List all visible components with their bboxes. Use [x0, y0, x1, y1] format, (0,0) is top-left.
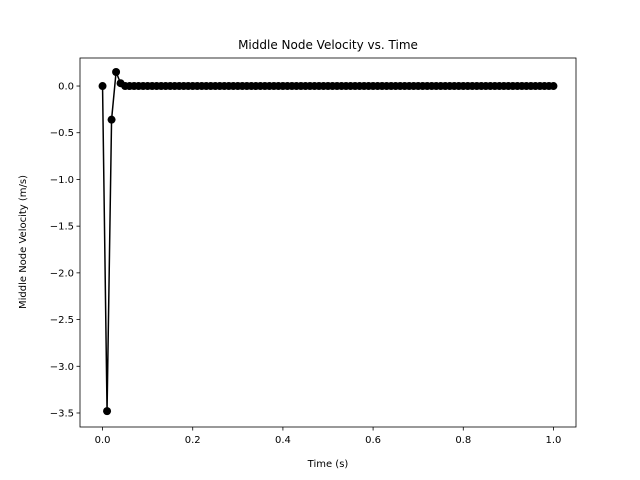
y-tick-label: −1.0 — [50, 175, 74, 186]
y-tick-label: −3.0 — [50, 362, 74, 373]
y-tick-label: −0.5 — [50, 128, 74, 139]
x-tick-label: 0.4 — [275, 435, 291, 446]
x-tick-label: 0.6 — [365, 435, 381, 446]
data-point — [98, 82, 107, 91]
y-tick-label: −1.5 — [50, 222, 74, 233]
y-tick-label: 0.0 — [58, 82, 74, 93]
plot-frame — [79, 57, 577, 428]
x-tick-label: 0.8 — [455, 435, 471, 446]
x-tick-label: 1.0 — [546, 435, 562, 446]
y-tick-label: −2.5 — [50, 315, 74, 326]
y-axis-label: Middle Node Velocity (m/s) — [18, 175, 29, 309]
x-axis: 0.0 0.2 0.4 0.6 0.8 1.0 — [95, 427, 562, 446]
y-tick-label: −3.5 — [50, 408, 74, 419]
y-axis: 0.0 −0.5 −1.0 −1.5 −2.0 −2.5 −3.0 −3.5 — [50, 82, 80, 419]
data-point — [112, 68, 121, 77]
x-tick-label: 0.2 — [185, 435, 201, 446]
series-layer — [98, 68, 558, 416]
x-axis-label: Time (s) — [307, 459, 349, 470]
x-tick-label: 0.0 — [95, 435, 111, 446]
y-tick-label: −2.0 — [50, 268, 74, 279]
data-point — [549, 82, 558, 91]
chart-title: Middle Node Velocity vs. Time — [238, 38, 418, 52]
data-point — [107, 115, 116, 124]
data-point — [103, 407, 112, 416]
plot-area: 0.0 0.2 0.4 0.6 0.8 1.0 0.0 −0.5 −1.0 −1.5 −2.0 −2… — [50, 57, 577, 446]
